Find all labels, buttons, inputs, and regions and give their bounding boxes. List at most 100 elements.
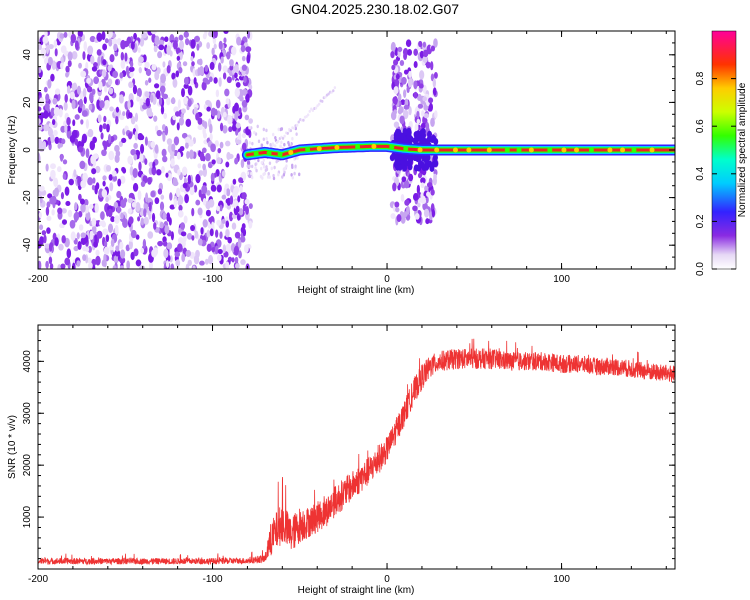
noise-cell [128,132,133,140]
noise-cell [46,227,51,234]
noise-cell [173,198,177,209]
noise-cell [294,164,297,169]
noise-cell [78,224,84,231]
noise-cell [178,117,185,126]
noise-cell [183,31,189,38]
noise-cell [260,143,264,148]
noise-cell [280,140,283,145]
noise-cell [225,229,230,238]
snr-x-tick-label: -200 [28,574,48,585]
noise-cell [216,157,222,165]
noise-cell [38,67,42,74]
noise-cell [260,160,264,165]
noise-cell [235,205,240,213]
noise-cell [144,91,150,98]
noise-cell [156,169,162,176]
noise-cell [180,112,184,120]
noise-cell [166,64,171,74]
noise-cell [141,104,148,110]
noise-cell [145,97,150,107]
noise-cell [131,201,137,208]
snr-x-tick-label: 0 [384,574,390,585]
noise-cell [102,228,109,236]
noise-cell [183,83,189,89]
noise-cell [179,40,185,51]
snr-xlabel: Height of straight line (km) [298,585,415,596]
noise-cell [124,52,128,62]
noise-cell [238,250,242,259]
noise-cell [80,236,87,246]
noise-cell [115,245,120,252]
noise-cell [126,260,130,269]
noise-cell [130,229,137,239]
noise-cell [81,110,88,117]
noise-cell [59,223,65,229]
noise-cell [163,248,169,259]
burst-cell [397,46,403,53]
noise-cell [228,211,234,222]
noise-cell [189,149,194,160]
snr-y-tick-label: 1000 [22,506,33,529]
burst-cell [394,47,399,57]
noise-cell [177,169,181,176]
noise-cell [92,136,98,144]
noise-cell [224,88,230,97]
carrier-node [417,147,423,153]
burst-cell [408,173,414,182]
noise-cell [82,172,88,182]
noise-cell [57,207,63,215]
noise-cell [78,193,82,201]
noise-cell [154,35,160,46]
noise-cell [187,85,193,96]
carrier-node [649,147,655,153]
noise-cell [235,122,241,129]
noise-cell [166,242,173,250]
noise-cell [101,189,108,198]
noise-cell [99,124,103,133]
noise-cell [181,166,188,176]
noise-cell [177,243,183,252]
noise-cell [219,141,224,149]
noise-cell [122,111,126,117]
noise-cell [214,245,219,255]
noise-cell [122,167,127,174]
noise-cell [219,231,223,239]
noise-cell [171,72,176,80]
burst-cell [403,153,409,161]
carrier-node [486,147,492,153]
carrier-node [561,147,567,153]
noise-cell [181,87,185,98]
burst-cell [406,127,412,135]
noise-cell [60,263,66,269]
burst-cell [399,115,405,125]
spectrogram-y-tick-label: -40 [22,238,33,253]
noise-cell [222,72,227,80]
snr-panel: -200 -100 0 100 1000 2000 3000 4000 Height of s… [7,324,676,596]
noise-cell [120,249,126,259]
noise-cell [38,124,43,131]
noise-cell [43,124,50,132]
noise-cell [130,116,136,125]
noise-cell [106,123,110,133]
burst-cell [423,113,430,119]
noise-cell [127,208,132,215]
noise-cell [261,176,264,180]
noise-cell [282,172,286,177]
noise-cell [311,108,315,112]
noise-cell [175,187,181,198]
noise-cell [204,31,208,38]
noise-cell [208,254,214,265]
noise-cell [272,132,275,137]
noise-cell [60,45,67,54]
noise-cell [108,38,113,47]
noise-cell [241,55,246,62]
noise-cell [213,77,218,84]
noise-cell [54,136,60,145]
noise-cell [195,112,200,121]
noise-cell [188,139,194,147]
burst-cell [421,110,425,117]
noise-cell [69,91,75,100]
noise-cell [154,70,160,81]
noise-cell [96,99,101,110]
noise-cell [38,260,42,269]
